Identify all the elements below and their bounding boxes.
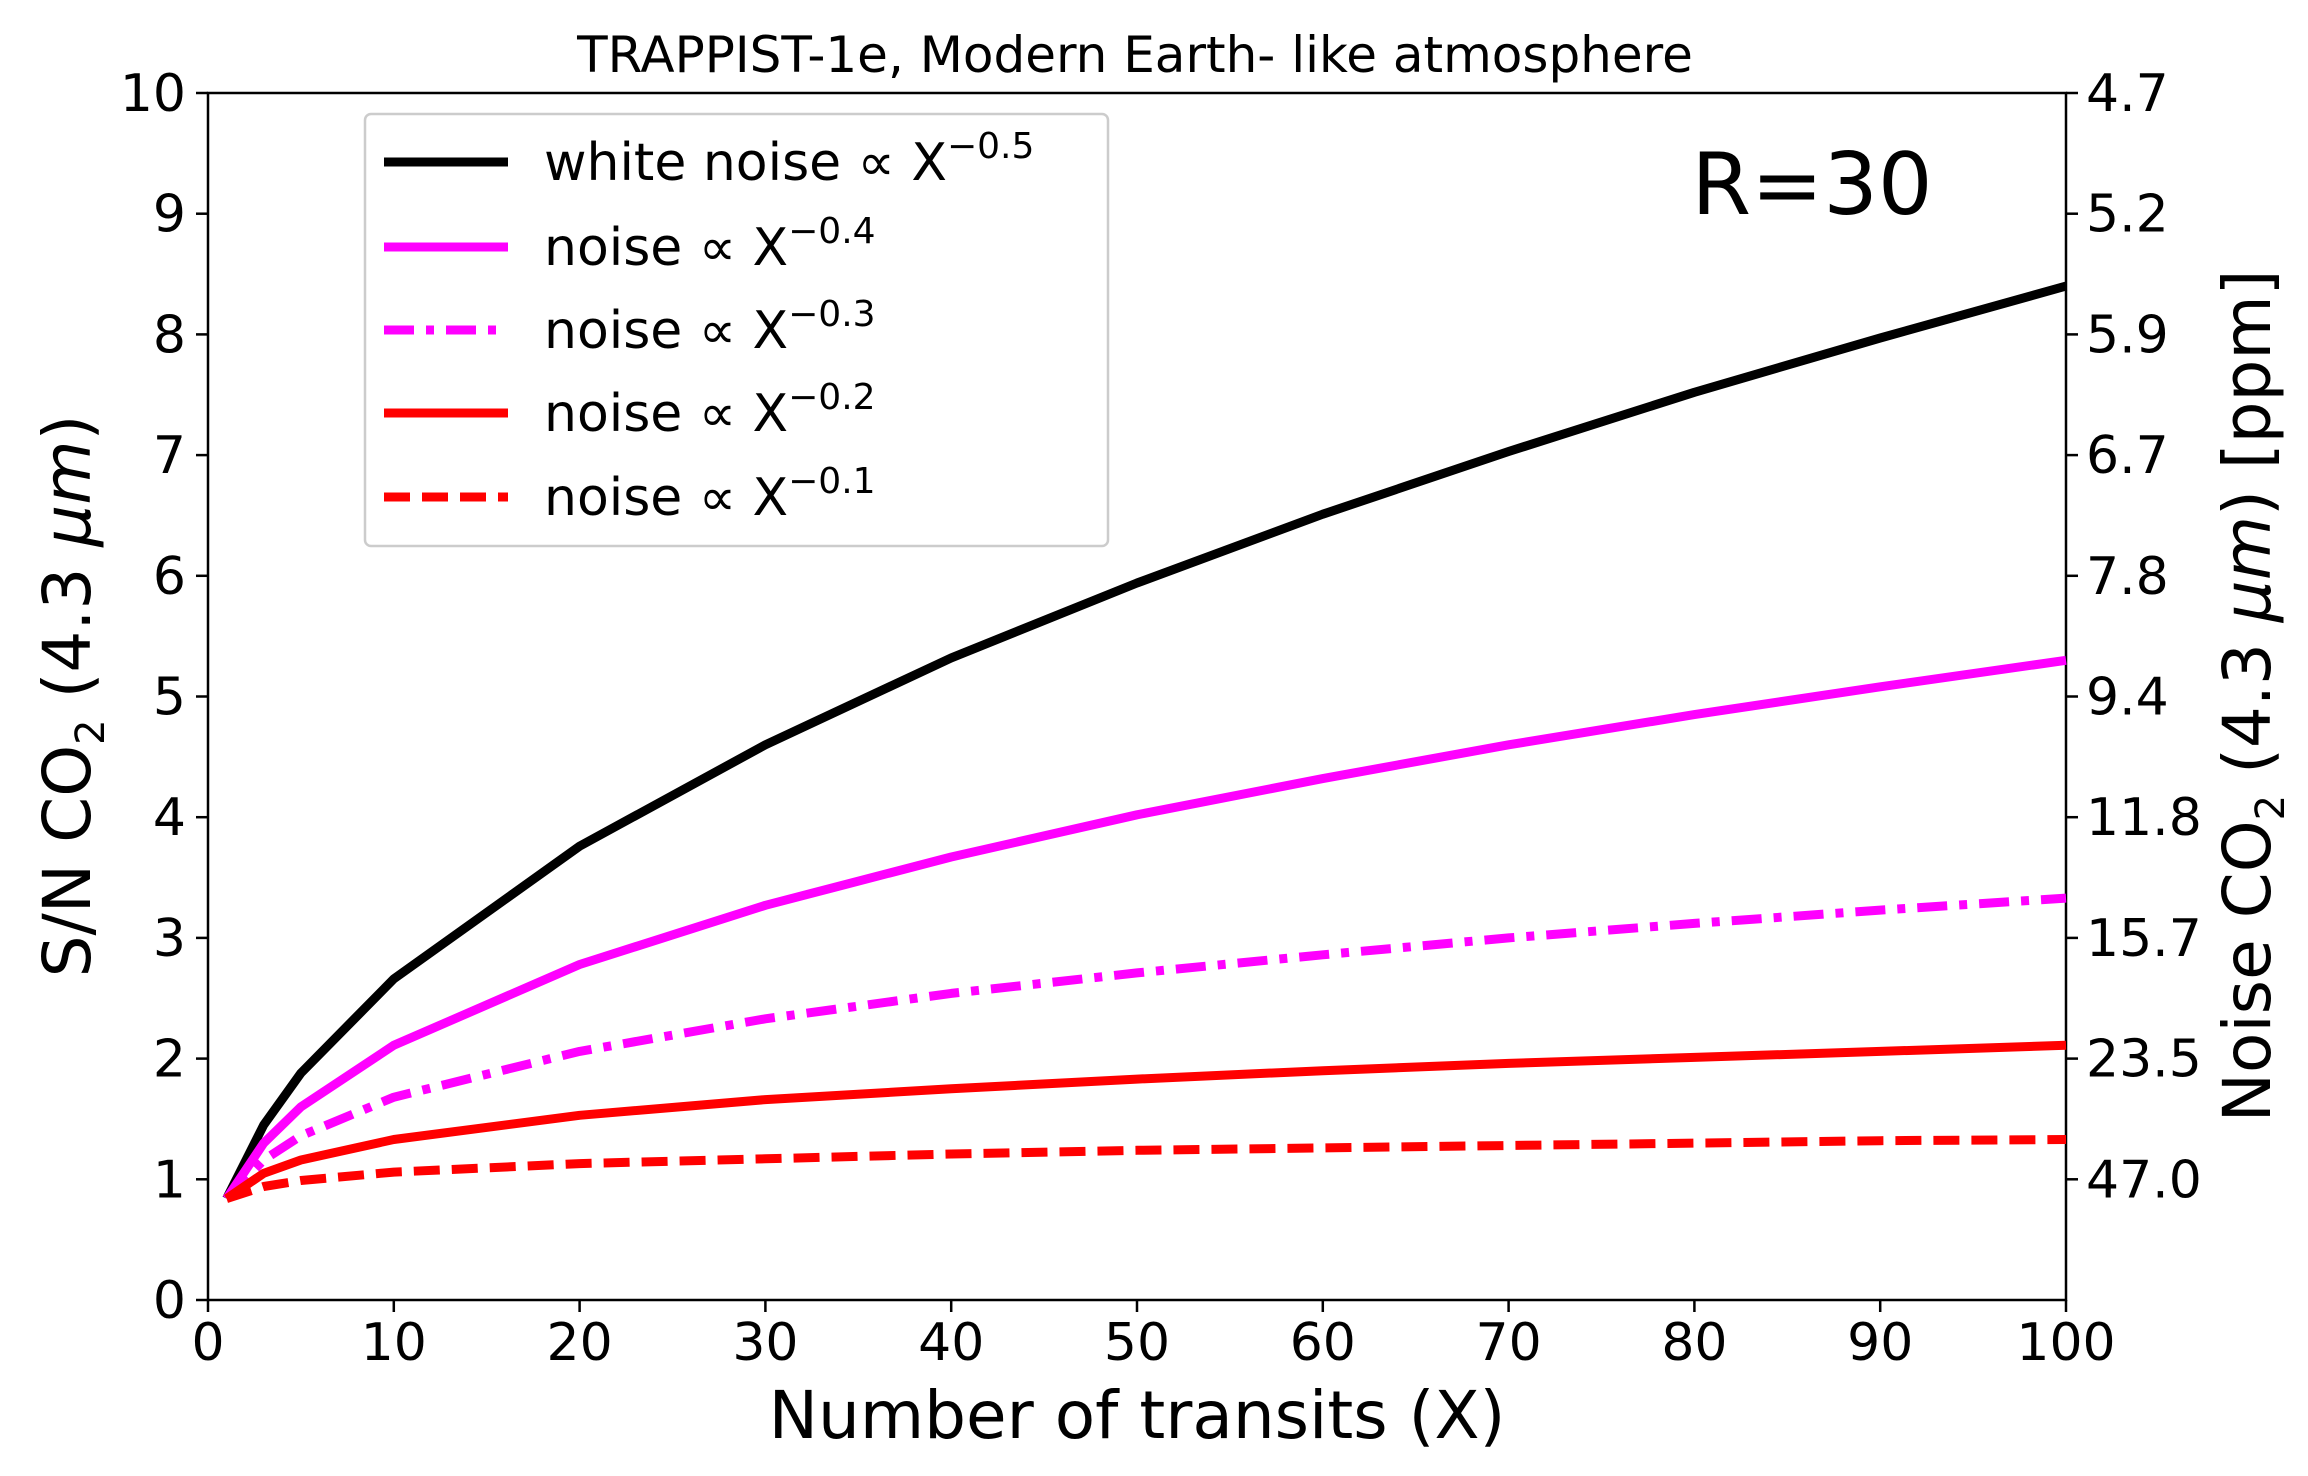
- y2-axis-ticks: 47.0 23.5 15.7 11.8 9.4 7.8 6.7 5.9 5.2 4.7: [2066, 64, 2202, 1210]
- x-tick-label: 60: [1290, 1313, 1356, 1373]
- y2-tick-label: 9.4: [2086, 668, 2169, 728]
- x-tick-label: 100: [2016, 1313, 2115, 1373]
- y-tick-label: 5: [153, 668, 186, 728]
- legend-label-exponent: −0.2: [788, 377, 875, 418]
- y2-axis-label-subscript: 2: [2248, 795, 2294, 820]
- legend-label-text: noise ∝ X: [544, 384, 788, 444]
- legend-label-exponent: −0.5: [947, 126, 1034, 167]
- y2-axis-label-suffix: (4.3: [2209, 622, 2286, 795]
- x-tick-label: 40: [918, 1313, 984, 1373]
- legend-label-exponent: −0.4: [788, 211, 875, 252]
- y-tick-label: 0: [153, 1271, 186, 1331]
- series-line-4: [224, 1040, 2067, 1203]
- x-tick-label: 30: [732, 1313, 798, 1373]
- y2-tick-label: 47.0: [2086, 1150, 2202, 1210]
- y2-axis-label-close: ) [ppm]: [2209, 270, 2286, 516]
- x-tick-label: 70: [1476, 1313, 1542, 1373]
- y2-tick-label: 5.2: [2086, 185, 2169, 245]
- chart-title: TRAPPIST-1e, Modern Earth- like atmosphe…: [576, 26, 1693, 84]
- y-axis-label-subscript: 2: [68, 719, 114, 744]
- x-tick-label: 20: [547, 1313, 613, 1373]
- legend-label-5: noise ∝ X−0.1: [544, 461, 876, 528]
- y2-tick-label: 23.5: [2086, 1030, 2202, 1090]
- legend-box: [363, 112, 1110, 548]
- y2-tick-label: 5.9: [2086, 305, 2169, 365]
- y-tick-label: 10: [120, 64, 186, 124]
- legend-label-text: noise ∝ X: [544, 218, 788, 278]
- legend-label-text: white noise ∝ X: [544, 133, 947, 193]
- y-tick-label: 8: [153, 305, 186, 365]
- y-tick-label: 2: [153, 1030, 186, 1090]
- y-axis-label-unit: μm: [29, 440, 106, 547]
- legend-label-exponent: −0.3: [788, 294, 875, 335]
- y-axis-label-prefix: S/N CO: [29, 745, 106, 978]
- y-tick-label: 9: [153, 185, 186, 245]
- legend-label-text: noise ∝ X: [544, 301, 788, 361]
- legend-label-1: white noise ∝ X−0.5: [544, 126, 1034, 193]
- y2-tick-label: 15.7: [2086, 909, 2202, 969]
- y2-axis-label-unit: μm: [2209, 516, 2286, 623]
- series-line-2: [222, 655, 2067, 1202]
- y2-tick-label: 6.7: [2086, 426, 2169, 486]
- y2-tick-label: 4.7: [2086, 64, 2169, 124]
- legend-label-exponent: −0.1: [788, 461, 875, 502]
- x-tick-label: 90: [1847, 1313, 1913, 1373]
- resolution-annotation: R=30: [1691, 135, 1932, 235]
- series-line-1: [222, 281, 2068, 1201]
- series-group: [222, 281, 2068, 1203]
- legend-label-text: noise ∝ X: [544, 468, 788, 528]
- y-tick-label: 6: [153, 547, 186, 607]
- x-tick-label: 80: [1661, 1313, 1727, 1373]
- x-axis-label: Number of transits (X): [769, 1377, 1506, 1454]
- x-axis-ticks: 0 10 20 30 40 50 60 70 80 90 100: [191, 1300, 2116, 1373]
- y-tick-label: 4: [153, 788, 186, 848]
- y2-axis-label: Noise CO2 (4.3 μm) [ppm]: [2209, 270, 2294, 1123]
- series-line-5: [225, 1135, 2067, 1203]
- y-axis-label-suffix: (4.3: [29, 547, 106, 720]
- x-tick-label: 0: [191, 1313, 224, 1373]
- legend-label-4: noise ∝ X−0.2: [544, 377, 876, 444]
- y-tick-label: 3: [153, 909, 186, 969]
- y-axis-ticks: 0 1 2 3 4 5 6 7 8 9 10: [120, 64, 208, 1331]
- series-line-3: [223, 893, 2067, 1202]
- legend-label-3: noise ∝ X−0.3: [544, 294, 876, 361]
- y-tick-label: 7: [153, 426, 186, 486]
- y-tick-label: 1: [153, 1150, 186, 1210]
- x-tick-label: 10: [361, 1313, 427, 1373]
- y2-axis-label-prefix: Noise CO: [2209, 820, 2286, 1122]
- legend-label-2: noise ∝ X−0.4: [544, 211, 876, 278]
- y2-tick-label: 11.8: [2086, 788, 2202, 848]
- y2-tick-label: 7.8: [2086, 547, 2169, 607]
- x-tick-label: 50: [1104, 1313, 1170, 1373]
- y-axis-label-close: ): [29, 415, 106, 441]
- y-axis-label: S/N CO2 (4.3 μm): [29, 415, 114, 978]
